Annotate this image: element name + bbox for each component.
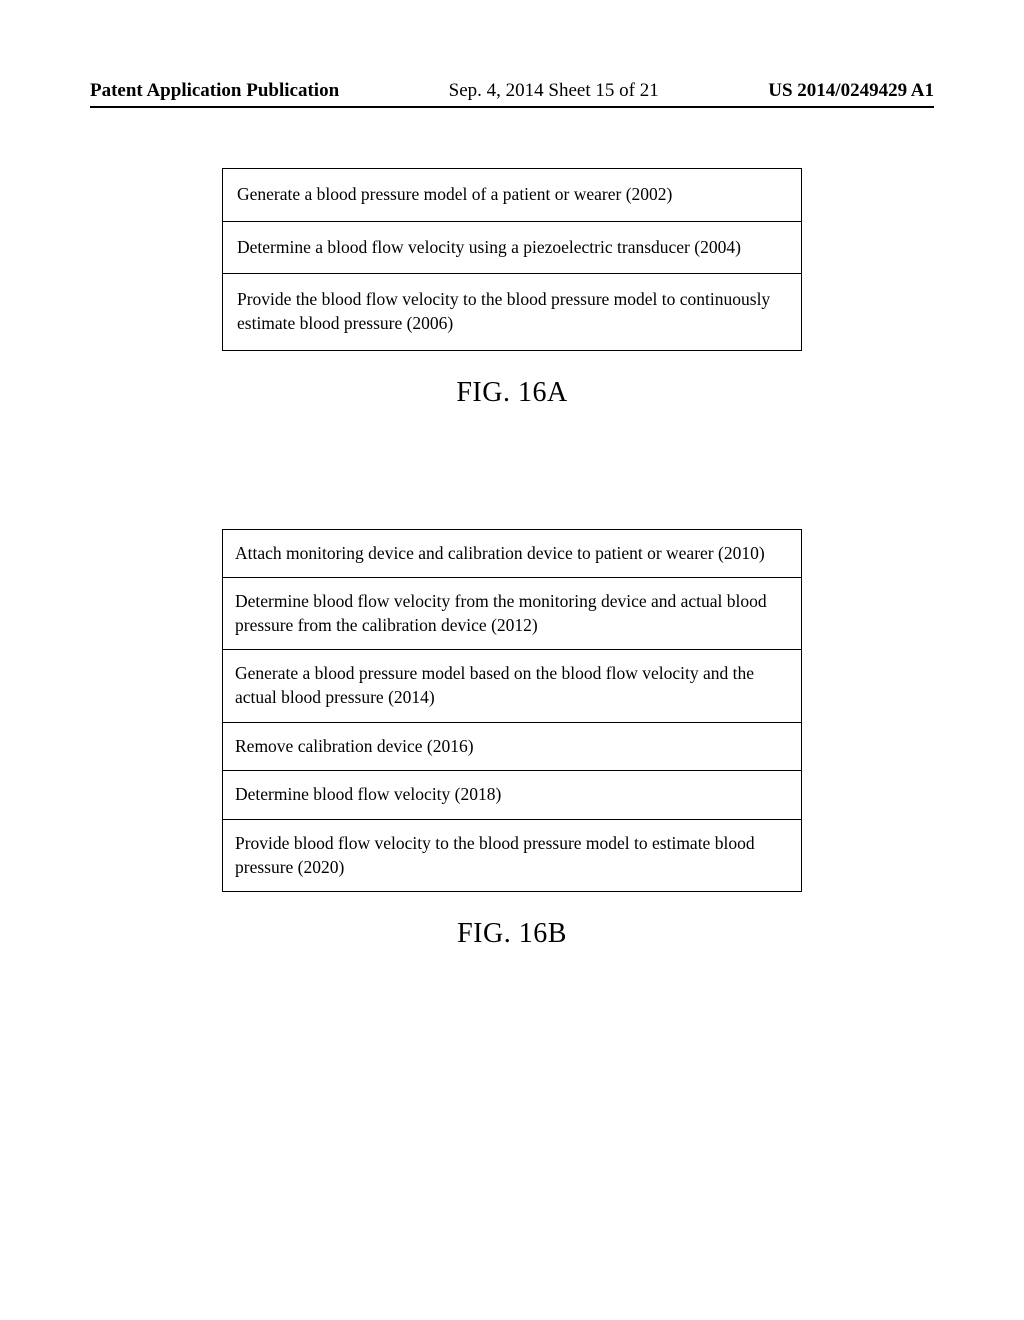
flow-step: Generate a blood pressure model of a pat… <box>223 169 802 222</box>
flow-step: Determine blood flow velocity from the m… <box>223 578 802 650</box>
flow-step-row: Generate a blood pressure model based on… <box>223 650 802 722</box>
flow-step: Provide the blood flow velocity to the b… <box>223 274 802 350</box>
figure-spacer <box>90 409 934 529</box>
flow-step-row: Attach monitoring device and calibration… <box>223 529 802 578</box>
flowchart-16b: Attach monitoring device and calibration… <box>222 529 802 893</box>
flow-step: Attach monitoring device and calibration… <box>223 529 802 578</box>
flow-step-row: Determine blood flow velocity (2018) <box>223 771 802 820</box>
flow-step: Remove calibration device (2016) <box>223 722 802 771</box>
figure-16a-block: Generate a blood pressure model of a pat… <box>90 168 934 409</box>
flow-step: Generate a blood pressure model based on… <box>223 650 802 722</box>
page-header: Patent Application Publication Sep. 4, 2… <box>90 80 934 108</box>
patent-page: Patent Application Publication Sep. 4, 2… <box>0 0 1024 1320</box>
flow-step-row: Determine blood flow velocity from the m… <box>223 578 802 650</box>
flow-step-row: Generate a blood pressure model of a pat… <box>223 169 802 222</box>
header-publication-label: Patent Application Publication <box>90 80 339 102</box>
flow-step: Determine blood flow velocity (2018) <box>223 771 802 820</box>
flow-step: Provide blood flow velocity to the blood… <box>223 819 802 891</box>
figure-16b-caption: FIG. 16B <box>90 918 934 950</box>
flow-step-row: Remove calibration device (2016) <box>223 722 802 771</box>
flowchart-16a: Generate a blood pressure model of a pat… <box>222 168 802 351</box>
flow-step-row: Provide the blood flow velocity to the b… <box>223 274 802 350</box>
flow-step-row: Determine a blood flow velocity using a … <box>223 221 802 274</box>
flow-step: Determine a blood flow velocity using a … <box>223 221 802 274</box>
figure-16a-caption: FIG. 16A <box>90 377 934 409</box>
flow-step-row: Provide blood flow velocity to the blood… <box>223 819 802 891</box>
figure-16b-block: Attach monitoring device and calibration… <box>90 529 934 951</box>
header-publication-number: US 2014/0249429 A1 <box>768 80 934 102</box>
header-date-sheet: Sep. 4, 2014 Sheet 15 of 21 <box>449 80 659 102</box>
